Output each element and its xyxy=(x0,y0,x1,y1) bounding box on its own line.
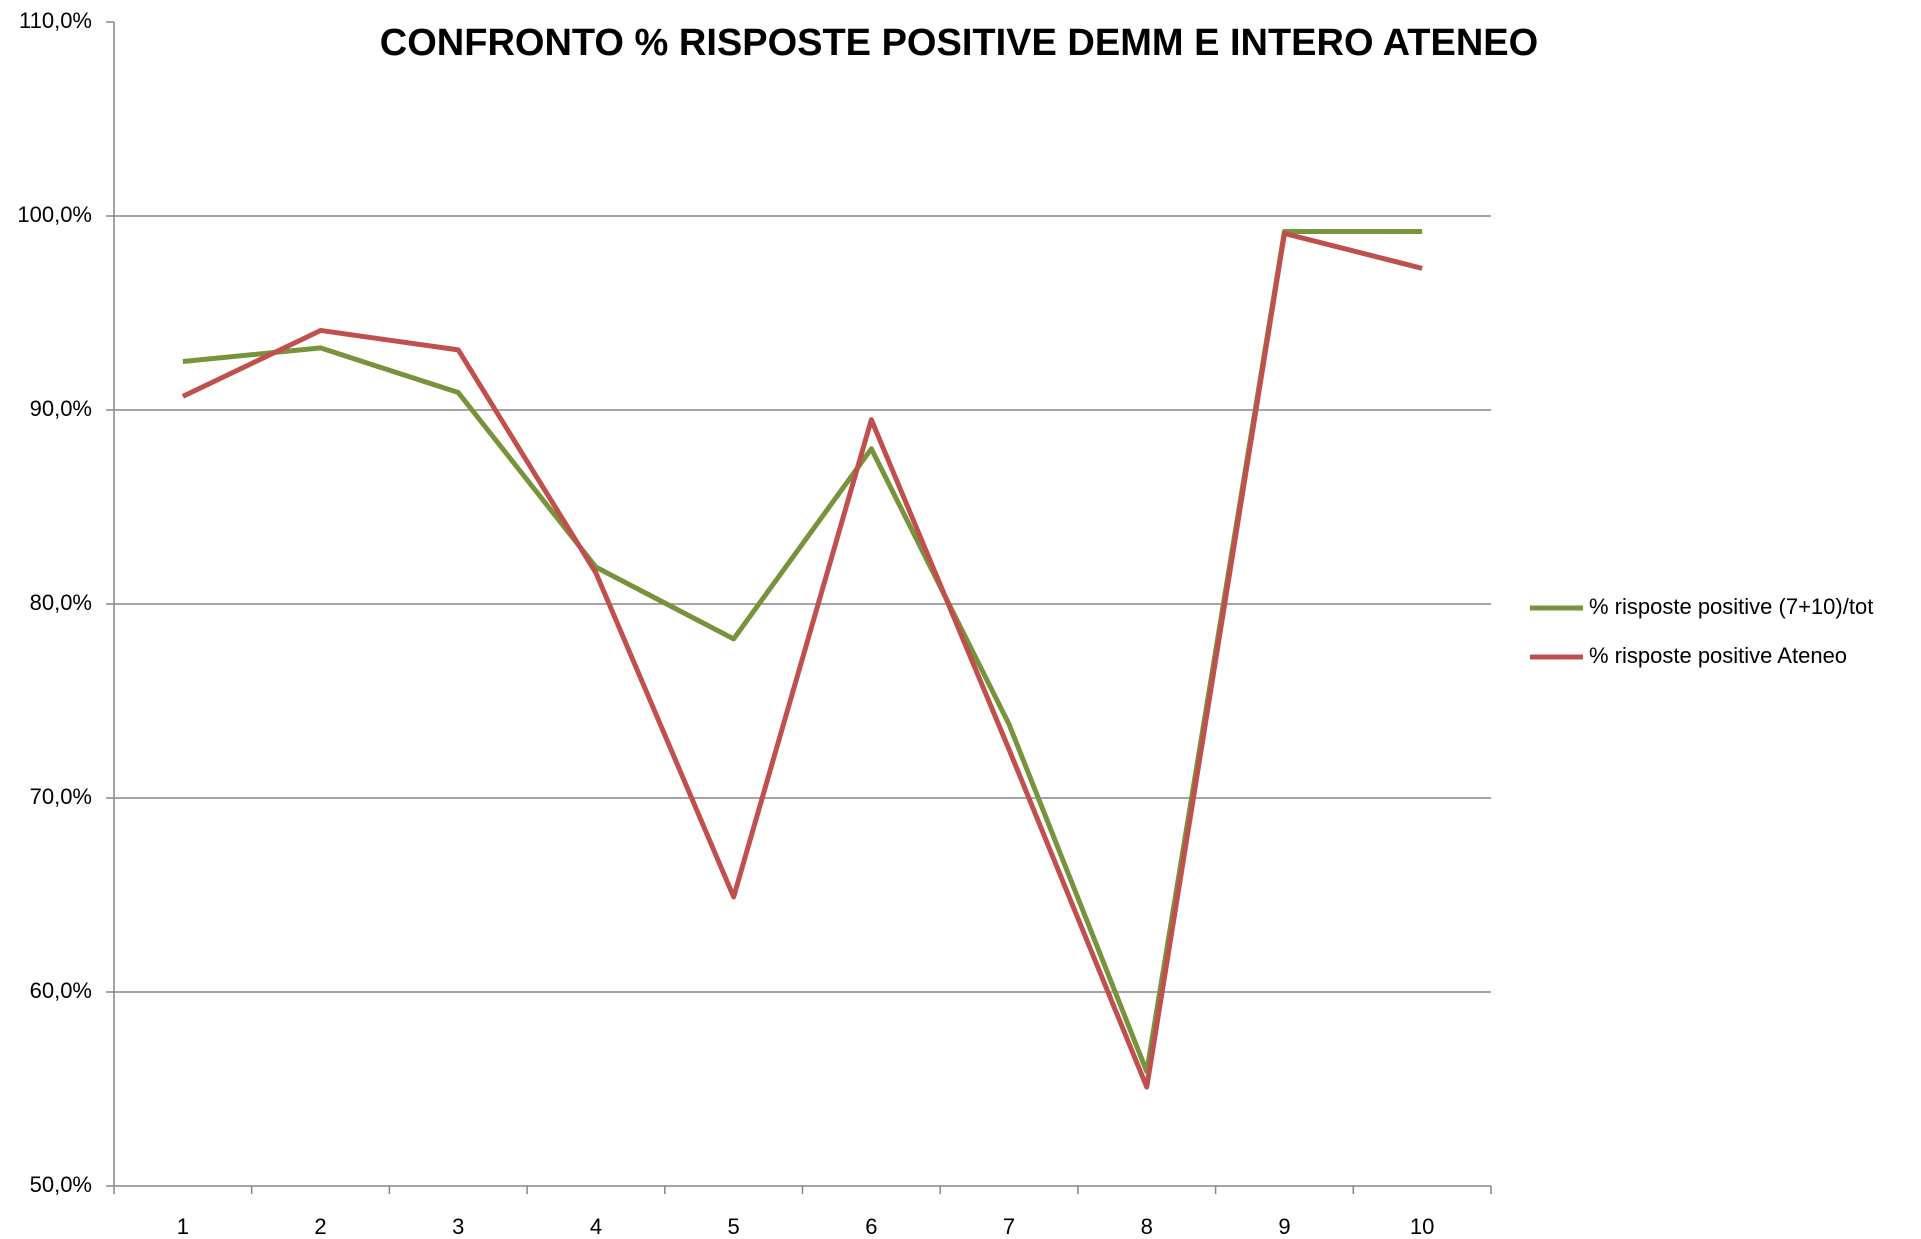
legend-label: % risposte positive (7+10)/tot xyxy=(1589,594,1873,619)
legend-label: % risposte positive Ateneo xyxy=(1589,643,1847,668)
chart-title: CONFRONTO % RISPOSTE POSITIVE DEMM E INT… xyxy=(380,22,1538,64)
x-tick-label: 3 xyxy=(452,1214,464,1239)
y-tick-label: 90,0% xyxy=(30,396,92,421)
x-tick-label: 10 xyxy=(1410,1214,1434,1239)
x-tick-label: 9 xyxy=(1278,1214,1290,1239)
y-tick-label: 80,0% xyxy=(30,590,92,615)
y-tick-label: 100,0% xyxy=(17,202,92,227)
x-tick-label: 1 xyxy=(177,1214,189,1239)
y-tick-label: 50,0% xyxy=(30,1172,92,1197)
x-tick-label: 6 xyxy=(865,1214,877,1239)
x-tick-label: 8 xyxy=(1141,1214,1153,1239)
x-tick-label: 2 xyxy=(314,1214,326,1239)
y-tick-label: 60,0% xyxy=(30,978,92,1003)
x-tick-label: 4 xyxy=(590,1214,602,1239)
y-tick-label: 70,0% xyxy=(30,784,92,809)
x-tick-label: 5 xyxy=(728,1214,740,1239)
x-tick-label: 7 xyxy=(1003,1214,1015,1239)
y-tick-label: 110,0% xyxy=(19,8,92,33)
data-line xyxy=(181,230,1423,1090)
